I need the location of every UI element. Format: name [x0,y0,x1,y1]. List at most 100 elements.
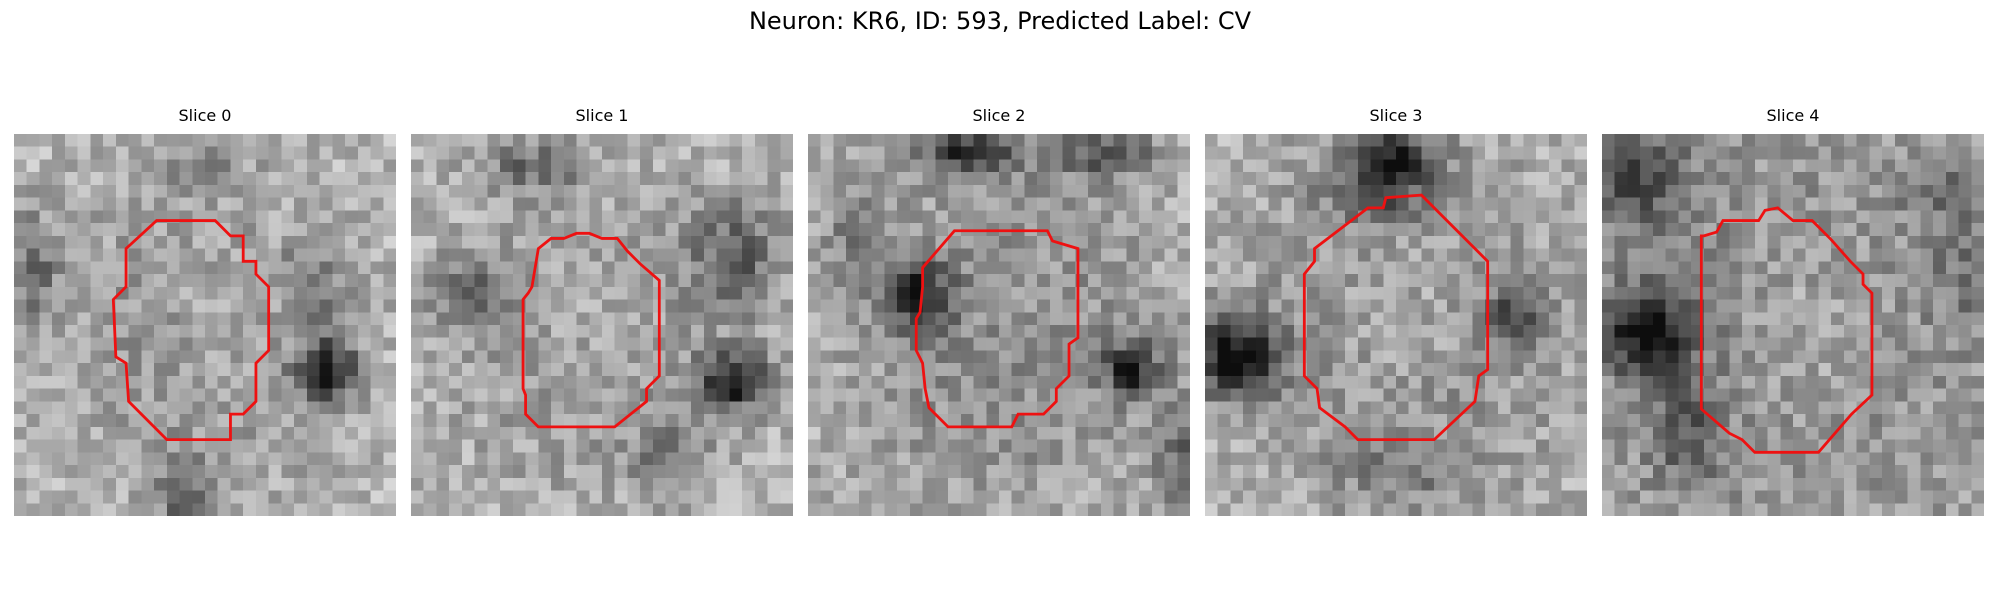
pixel [306,312,320,326]
pixel [1640,325,1654,338]
pixel [1907,350,1921,364]
pixel [1139,452,1153,466]
pixel [1640,375,1654,389]
pixel [1602,477,1615,491]
pixel [538,477,552,491]
pixel [77,235,91,249]
pixel [1281,490,1295,504]
pixel [742,261,756,275]
pixel [166,223,180,237]
pixel [1332,261,1346,275]
pixel [1383,210,1397,224]
pixel [1716,172,1730,186]
pixel [1614,363,1628,377]
pixel [551,312,565,326]
pixel [1408,325,1422,338]
pixel [1255,261,1269,275]
pixel [1100,325,1114,338]
pixel [332,477,346,491]
pixel [166,490,180,504]
pixel [1037,477,1051,491]
pixel [1894,299,1908,313]
pixel [1523,299,1537,313]
pixel [436,503,450,516]
pixel [1151,503,1165,516]
pixel [423,197,437,211]
pixel [820,261,834,275]
pixel [1011,197,1025,211]
pixel [1370,426,1384,440]
pixel [1818,325,1832,338]
pixel [1164,134,1178,147]
pixel [1306,146,1320,160]
pixel [1920,490,1934,504]
pixel [1510,363,1524,377]
pixel [255,465,269,479]
pixel [1446,197,1460,211]
pixel [255,248,269,262]
pixel [1421,426,1435,440]
pixel [423,388,437,402]
pixel [1716,248,1730,262]
pixel [332,414,346,428]
pixel [423,286,437,300]
pixel [754,477,768,491]
pixel [154,325,168,338]
pixel [1151,248,1165,262]
pixel [512,503,526,516]
pixel [1177,248,1190,262]
pixel [1652,172,1666,186]
pixel [742,159,756,173]
pixel [973,235,987,249]
pixel [306,426,320,440]
pixel [205,401,218,415]
pixel [1742,325,1756,338]
pixel [948,274,962,288]
pixel [1151,375,1165,389]
pixel [1945,439,1959,453]
pixel [1767,134,1781,147]
pixel [1281,286,1295,300]
pixel [128,261,142,275]
pixel [1217,261,1231,275]
pixel [729,426,743,440]
pixel [833,477,847,491]
pixel [1075,401,1089,415]
pixel [1408,388,1422,402]
pixel [678,388,692,402]
pixel [90,350,104,364]
pixel [1958,134,1972,147]
pixel [1574,134,1587,147]
pixel [1780,439,1794,453]
pixel [1640,452,1654,466]
pixel [1614,261,1628,275]
pixel [166,235,180,249]
pixel [846,235,860,249]
pixel [1729,172,1743,186]
pixel [551,325,565,338]
pixel [449,134,463,147]
pixel [1408,477,1422,491]
pixel [1945,210,1959,224]
pixel [166,503,180,516]
pixel [1627,363,1641,377]
pixel [780,426,793,440]
pixel [1536,350,1550,364]
pixel [26,223,40,237]
pixel [1691,439,1705,453]
pixel [1243,363,1257,377]
pixel [1230,465,1244,479]
pixel [77,337,91,351]
pixel [999,159,1012,173]
pixel [319,452,333,466]
pixel [230,312,244,326]
pixel [871,388,885,402]
pixel [960,197,974,211]
pixel [1843,465,1857,479]
pixel [268,465,282,479]
pixel [1113,388,1127,402]
pixel [1088,414,1102,428]
pixel [1602,134,1615,147]
pixel [1536,312,1550,326]
pixel [525,172,539,186]
